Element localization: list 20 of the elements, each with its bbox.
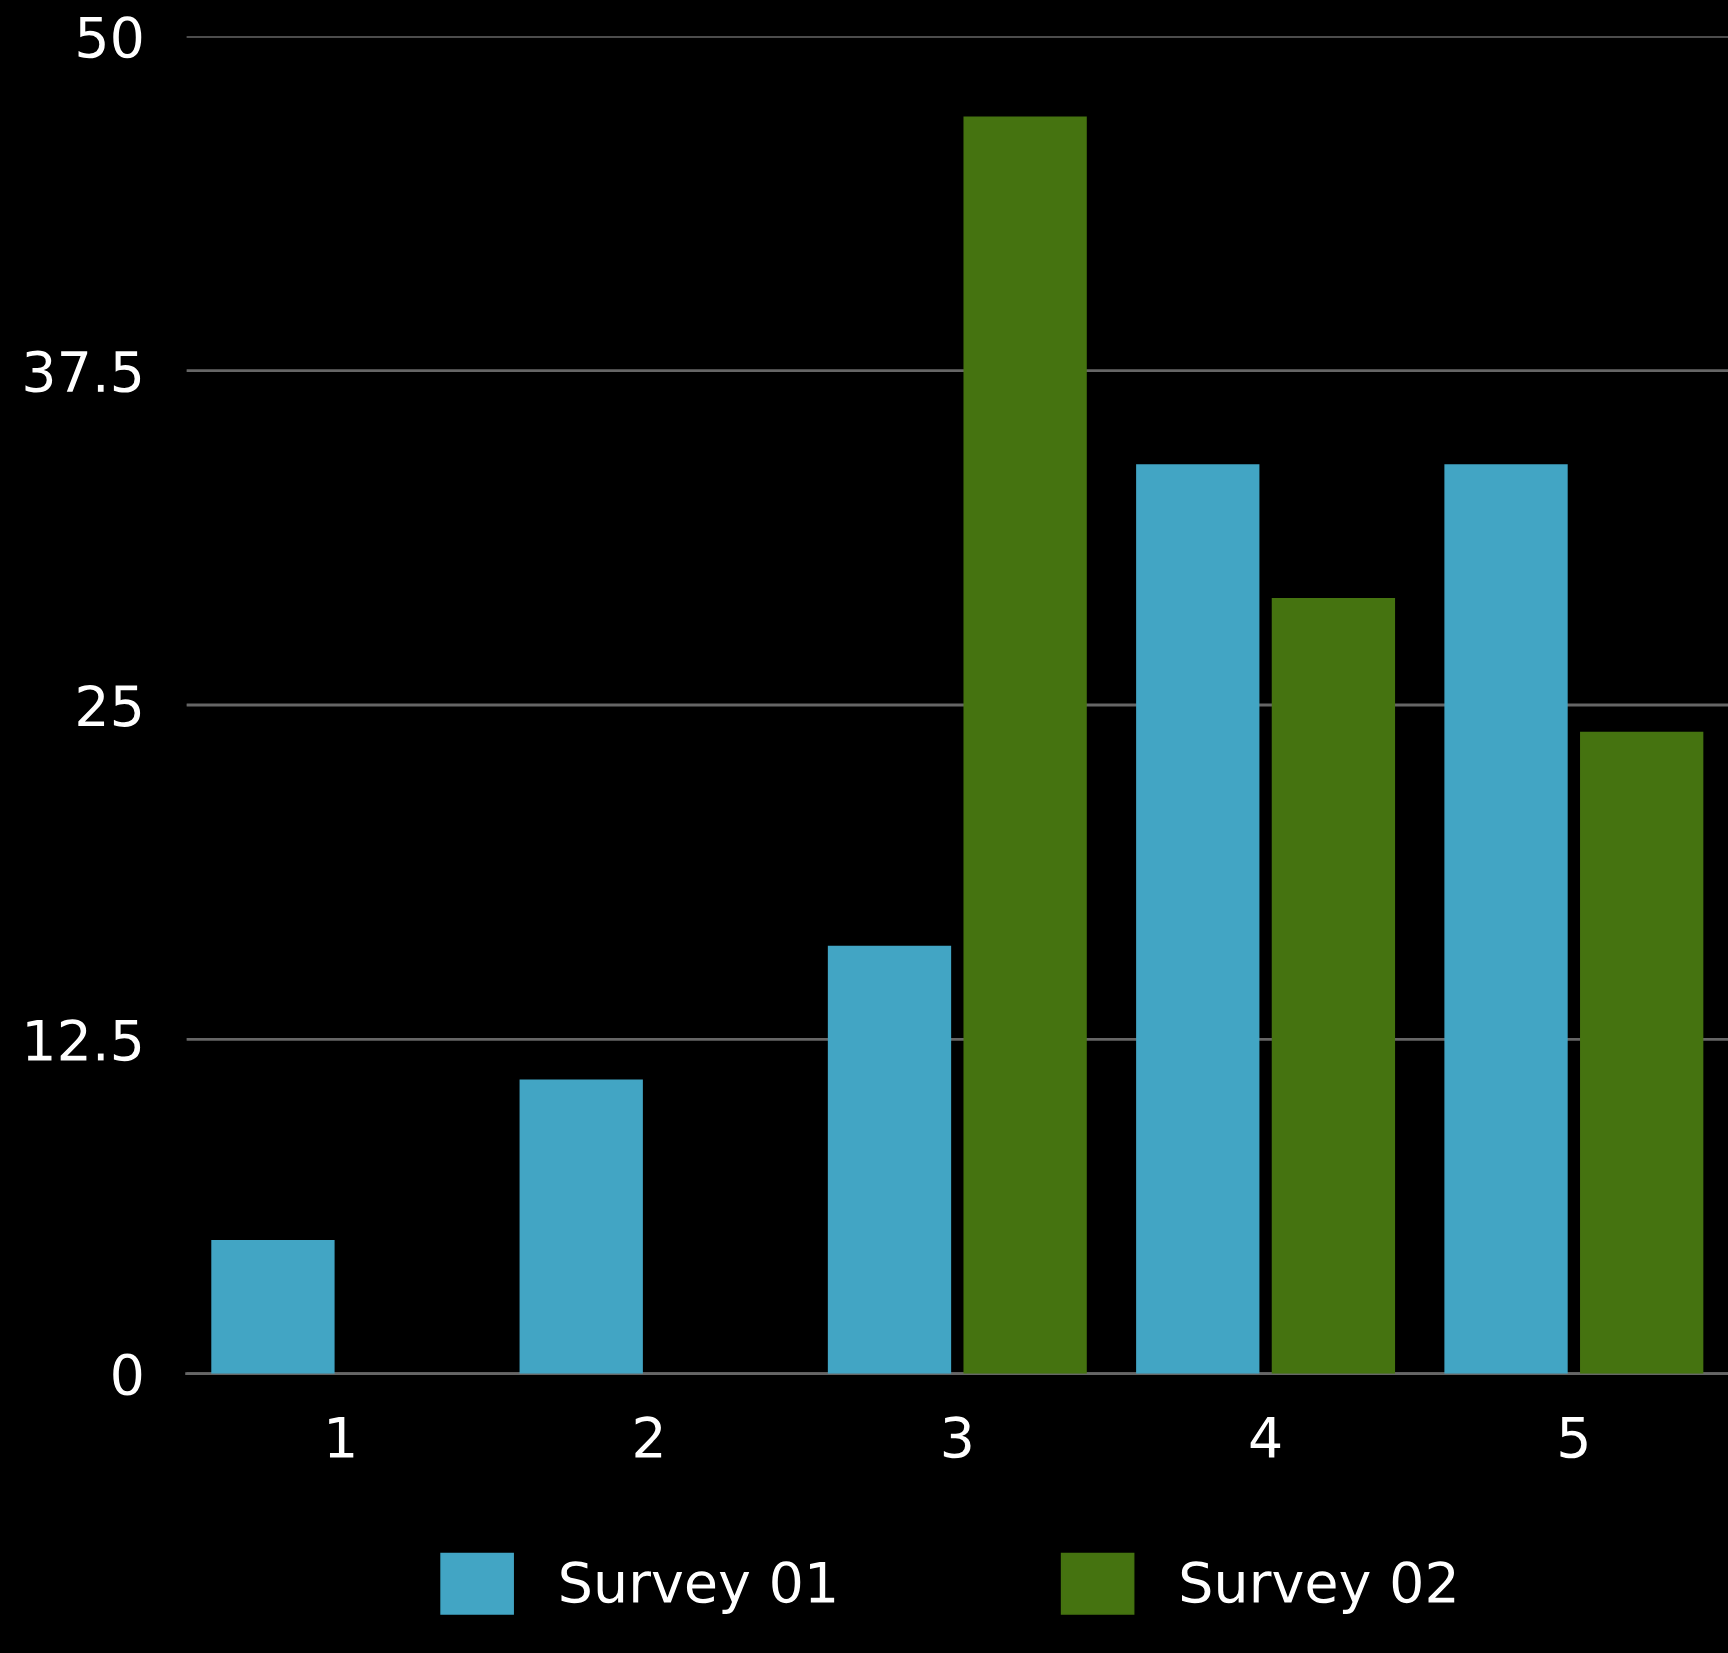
x-tick-label: 4	[1250, 1417, 1281, 1458]
x-tick-label: 1	[329, 1417, 354, 1458]
x-tick-label: 2	[635, 1416, 662, 1458]
bar	[963, 116, 1087, 1374]
bar	[1271, 598, 1396, 1374]
legend-label: Survey 02	[1181, 1561, 1455, 1614]
x-tick-label: 5	[1560, 1417, 1587, 1459]
y-tick-label: 37.5	[25, 350, 141, 393]
y-tick-label: 0	[113, 1353, 142, 1396]
legend-label: Survey 01	[561, 1561, 835, 1614]
bar	[1444, 464, 1568, 1374]
bar	[211, 1239, 335, 1374]
y-tick-label: 25	[78, 684, 141, 727]
y-tick-label: 50	[78, 16, 142, 59]
x-tick-label: 3	[943, 1416, 971, 1459]
bar	[519, 1079, 643, 1374]
bar	[1580, 731, 1704, 1374]
bar	[827, 945, 952, 1374]
y-tick-label: 12.5	[27, 1019, 141, 1062]
bar	[1136, 464, 1260, 1374]
